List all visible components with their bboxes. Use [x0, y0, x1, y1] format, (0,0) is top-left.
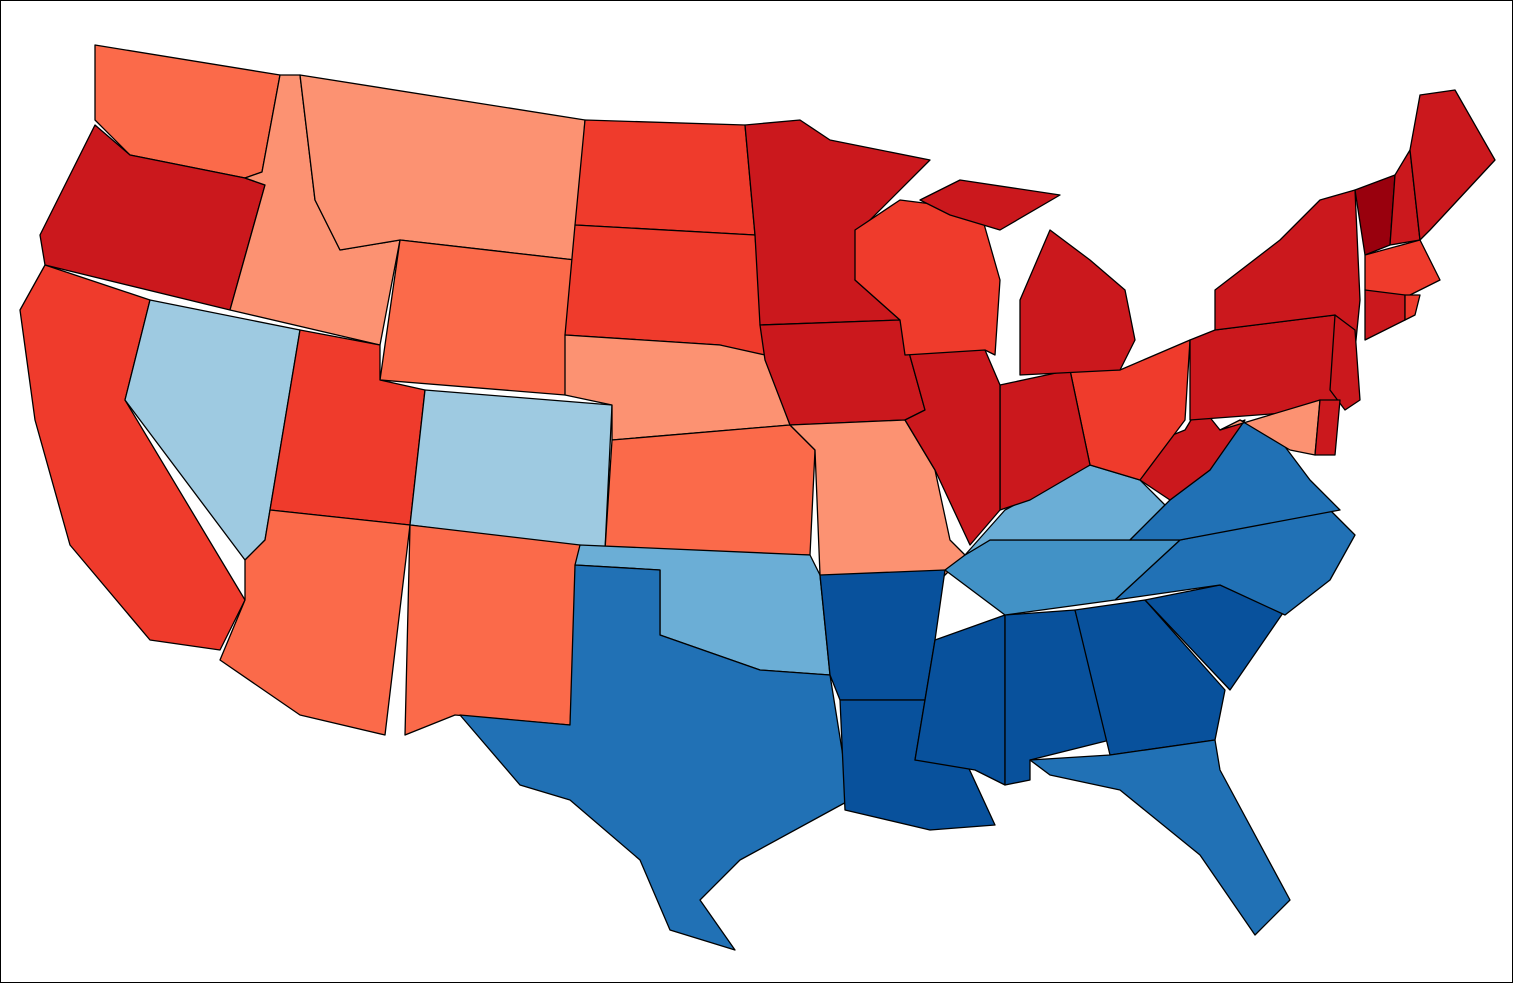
region — [1364, 239, 1441, 301]
region — [1074, 599, 1226, 756]
region — [1019, 229, 1136, 376]
region — [409, 389, 613, 551]
region — [459, 564, 851, 951]
region — [1219, 399, 1321, 456]
region — [819, 569, 946, 701]
region — [604, 424, 816, 556]
region — [1404, 294, 1421, 321]
region — [759, 319, 926, 426]
region — [1214, 189, 1361, 351]
region — [404, 524, 581, 736]
region — [1329, 314, 1361, 411]
region — [919, 179, 1061, 231]
region — [1314, 399, 1341, 456]
region — [1029, 739, 1291, 936]
region — [574, 119, 756, 236]
region — [219, 509, 411, 736]
region — [379, 239, 576, 396]
region — [899, 319, 1001, 546]
